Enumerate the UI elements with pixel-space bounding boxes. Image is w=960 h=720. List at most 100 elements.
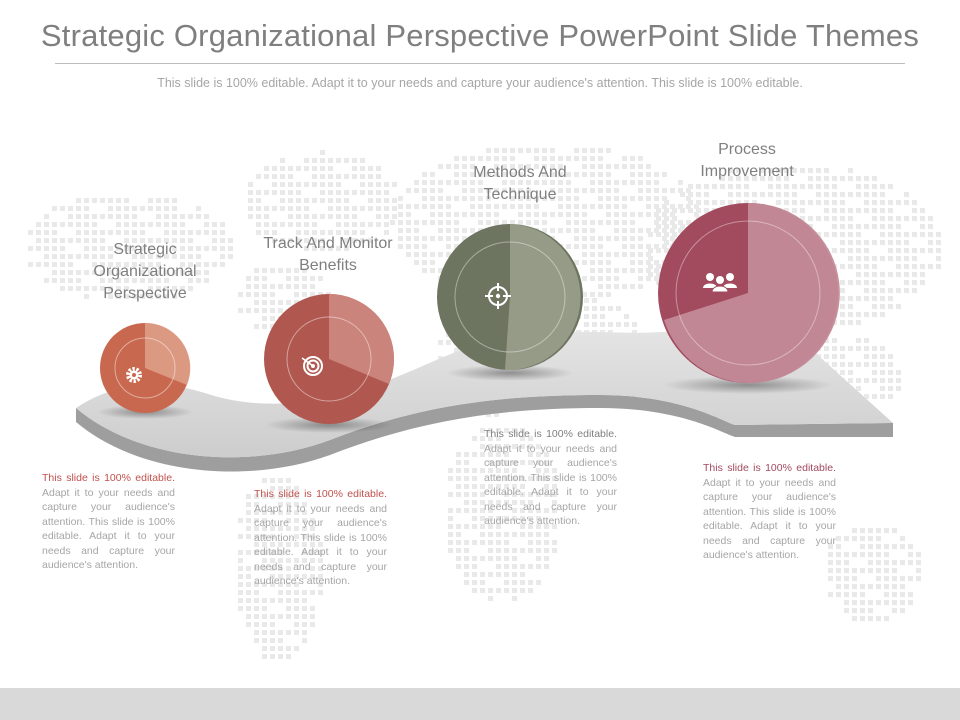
map-dot: [544, 540, 549, 545]
map-dot: [638, 268, 643, 273]
map-dot: [536, 460, 541, 465]
map-dot: [510, 164, 515, 169]
map-dot: [336, 174, 341, 179]
map-dot: [310, 518, 315, 523]
map-dot: [368, 190, 373, 195]
map-dot: [892, 560, 897, 565]
map-dot: [936, 232, 941, 237]
map-dot: [800, 216, 805, 221]
map-dot: [552, 476, 557, 481]
map-dot: [262, 526, 267, 531]
map-dot: [164, 270, 169, 275]
map-dot: [664, 216, 669, 221]
map-dot: [488, 500, 493, 505]
map-dot: [630, 284, 635, 289]
map-dot: [124, 294, 129, 299]
map-dot: [784, 192, 789, 197]
map-dot: [472, 588, 477, 593]
map-dot: [116, 206, 121, 211]
map-dot: [528, 492, 533, 497]
map-dot: [310, 526, 315, 531]
map-dot: [488, 596, 493, 601]
map-dot: [294, 590, 299, 595]
map-dot: [584, 314, 589, 319]
map-dot: [528, 516, 533, 521]
map-dot: [172, 254, 177, 259]
map-dot: [832, 248, 837, 253]
map-dot: [536, 476, 541, 481]
map-dot: [852, 536, 857, 541]
map-dot: [414, 260, 419, 265]
map-dot: [472, 508, 477, 513]
map-dot: [254, 542, 259, 547]
map-dot: [696, 208, 701, 213]
map-dot: [494, 164, 499, 169]
map-dot: [900, 608, 905, 613]
map-dot: [44, 254, 49, 259]
map-dot: [880, 354, 885, 359]
map-dot: [606, 188, 611, 193]
map-dot: [480, 484, 485, 489]
map-dot: [504, 556, 509, 561]
map-dot: [622, 204, 627, 209]
map-dot: [856, 296, 861, 301]
map-dot: [438, 180, 443, 185]
map-dot: [844, 600, 849, 605]
map-dot: [574, 212, 579, 217]
map-dot: [654, 220, 659, 225]
map-dot: [528, 444, 533, 449]
map-dot: [896, 264, 901, 269]
map-dot: [504, 548, 509, 553]
map-dot: [638, 180, 643, 185]
map-dot: [630, 220, 635, 225]
map-dot: [76, 278, 81, 283]
map-dot: [60, 286, 65, 291]
map-dot: [582, 260, 587, 265]
map-dot: [582, 244, 587, 249]
map-dot: [454, 196, 459, 201]
map-dot: [574, 228, 579, 233]
map-dot: [336, 246, 341, 251]
map-dot: [860, 528, 865, 533]
map-dot: [672, 216, 677, 221]
map-dot: [464, 540, 469, 545]
map-dot: [76, 230, 81, 235]
map-dot: [518, 212, 523, 217]
map-dot: [638, 244, 643, 249]
map-dot: [204, 222, 209, 227]
map-dot: [438, 164, 443, 169]
map-dot: [254, 630, 259, 635]
map-dot: [92, 214, 97, 219]
map-dot: [496, 500, 501, 505]
map-dot: [254, 598, 259, 603]
map-dot: [328, 166, 333, 171]
description-body: Adapt it to your needs and capture your …: [42, 486, 175, 572]
map-dot: [262, 598, 267, 603]
map-dot: [824, 346, 829, 351]
map-dot: [76, 214, 81, 219]
map-dot: [606, 204, 611, 209]
map-dot: [864, 240, 869, 245]
map-dot: [494, 212, 499, 217]
map-dot: [456, 524, 461, 529]
map-dot: [558, 180, 563, 185]
map-dot: [828, 544, 833, 549]
map-dot: [262, 534, 267, 539]
map-dot: [808, 216, 813, 221]
map-dot: [704, 192, 709, 197]
map-dot: [270, 558, 275, 563]
map-dot: [414, 188, 419, 193]
map-dot: [446, 236, 451, 241]
map-dot: [180, 246, 185, 251]
map-dot: [196, 278, 201, 283]
map-dot: [156, 254, 161, 259]
map-dot: [816, 216, 821, 221]
map-dot: [488, 428, 493, 433]
map-dot: [496, 564, 501, 569]
map-dot: [294, 598, 299, 603]
map-dot: [880, 208, 885, 213]
map-dot: [638, 196, 643, 201]
map-dot: [664, 248, 669, 253]
map-dot: [590, 276, 595, 281]
map-dot: [262, 630, 267, 635]
